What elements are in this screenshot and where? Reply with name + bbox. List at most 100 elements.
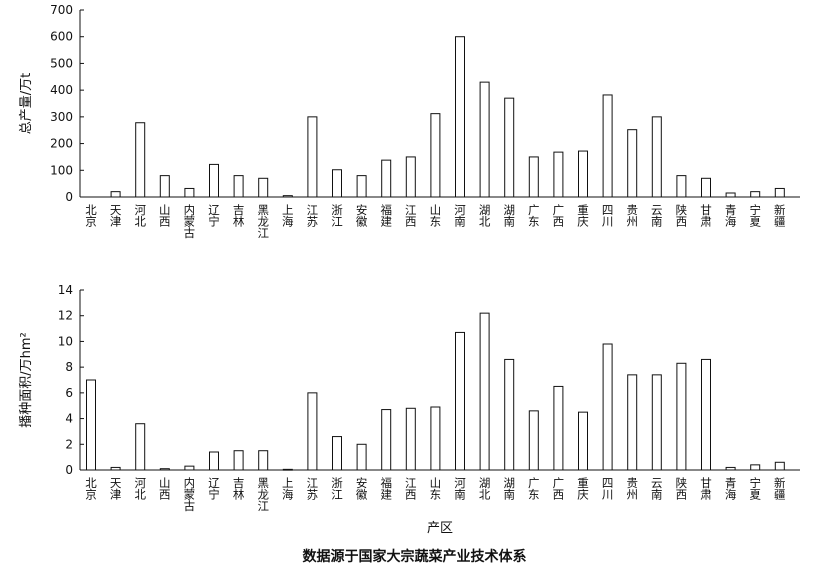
x-category-label: 河南 xyxy=(453,204,467,227)
x-category-label: 江苏 xyxy=(305,477,319,501)
bar-四川 xyxy=(602,343,613,471)
x-category-label: 吉林 xyxy=(232,204,246,227)
bar-甘肃 xyxy=(701,358,711,471)
x-category-label: 湖北 xyxy=(478,476,492,500)
bar-云南 xyxy=(651,374,662,471)
bar-吉林 xyxy=(233,450,244,471)
x-category-label: 四川 xyxy=(601,477,615,500)
bar-广西 xyxy=(553,385,564,471)
bar-福建 xyxy=(381,159,392,198)
bar-宁夏 xyxy=(750,191,761,198)
x-category-label: 新疆 xyxy=(773,476,787,500)
bar-湖南 xyxy=(504,358,515,471)
bar-新疆 xyxy=(774,461,785,471)
y-tick-label: 0 xyxy=(65,463,73,477)
x-category-label: 天津 xyxy=(109,204,123,227)
bar-陕西 xyxy=(676,362,687,471)
bar-辽宁 xyxy=(209,451,219,471)
x-category-label: 辽宁 xyxy=(207,477,221,500)
x-category-label: 重庆 xyxy=(576,203,590,228)
x-category-label: 山西 xyxy=(158,204,172,227)
bar-浙江 xyxy=(332,436,342,471)
bar-湖南 xyxy=(504,97,515,198)
bar-湖北 xyxy=(479,81,490,198)
bar-山西 xyxy=(159,468,170,471)
bar-吉林 xyxy=(233,175,244,198)
x-category-label: 江西 xyxy=(404,204,418,227)
x-category-label: 重庆 xyxy=(576,476,590,501)
bar-山东 xyxy=(430,113,441,198)
x-category-label: 山东 xyxy=(428,477,442,500)
bar-内蒙古 xyxy=(184,465,195,471)
x-category-label: 福建 xyxy=(379,203,393,228)
x-category-label: 宁夏 xyxy=(748,476,762,500)
x-category-label: 四川 xyxy=(601,204,615,227)
bar-北京 xyxy=(86,379,96,471)
bar-贵州 xyxy=(627,374,638,471)
bar-河北 xyxy=(135,423,146,471)
x-category-label: 甘肃 xyxy=(699,204,713,228)
y-tick-label: 10 xyxy=(58,334,73,348)
x-category-label: 山西 xyxy=(158,477,172,500)
x-category-label: 贵州 xyxy=(625,477,639,500)
bar-重庆 xyxy=(578,150,588,198)
bar-河南 xyxy=(455,36,465,198)
x-category-label: 湖南 xyxy=(502,203,516,227)
x-category-label: 云南 xyxy=(650,204,664,227)
y-tick-label: 6 xyxy=(65,386,73,400)
bar-河北 xyxy=(135,122,146,198)
bar-天津 xyxy=(110,466,121,471)
figure-caption: 数据源于国家大宗蔬菜产业技术体系 xyxy=(302,549,527,565)
x-category-label: 北京 xyxy=(84,477,98,501)
x-category-label: 吉林 xyxy=(232,477,246,500)
x-category-label: 青海 xyxy=(724,204,738,228)
y-tick-label: 8 xyxy=(65,360,73,374)
y-tick-label: 400 xyxy=(50,83,73,97)
x-category-label: 黑龙江 xyxy=(256,477,270,512)
y-tick-label: 0 xyxy=(65,190,73,204)
bar-河南 xyxy=(455,331,465,471)
x-category-label: 广西 xyxy=(551,204,565,227)
bar-贵州 xyxy=(627,129,638,198)
y-tick-label: 12 xyxy=(58,309,73,323)
bar-福建 xyxy=(381,409,392,471)
y-axis-title: 播种面积/万hm² xyxy=(19,332,34,428)
bar-山东 xyxy=(430,406,441,471)
x-category-label: 陕西 xyxy=(674,476,688,500)
x-category-label: 浙江 xyxy=(330,204,344,227)
bar-黑龙江 xyxy=(258,450,269,471)
y-tick-label: 600 xyxy=(50,30,73,44)
bar-宁夏 xyxy=(750,464,761,471)
bar-广西 xyxy=(553,151,564,198)
x-category-label: 新疆 xyxy=(773,203,787,227)
x-category-label: 贵州 xyxy=(625,204,639,227)
bar-青海 xyxy=(725,466,736,471)
bar-浙江 xyxy=(332,169,342,198)
x-category-label: 黑龙江 xyxy=(256,204,270,239)
x-category-label: 上海 xyxy=(281,477,295,501)
x-category-label: 陕西 xyxy=(674,203,688,227)
bar-上海 xyxy=(282,195,293,198)
bar-黑龙江 xyxy=(258,177,269,198)
bar-江苏 xyxy=(307,116,318,198)
y-tick-label: 4 xyxy=(65,412,73,426)
y-tick-label: 300 xyxy=(50,110,73,124)
x-category-label: 河北 xyxy=(133,204,147,227)
x-category-label: 安徽 xyxy=(355,476,369,501)
x-category-label: 安徽 xyxy=(355,203,369,228)
x-category-label: 青海 xyxy=(724,477,738,501)
area-chart: 0 2 4 6 8 10 12 14 播种面积/万hm² 北京 天津 河北 山西 内蒙古 辽宁 吉林 黑龙江 上海… xyxy=(19,283,800,536)
x-category-label: 广东 xyxy=(527,477,541,500)
bar-江西 xyxy=(405,156,416,198)
x-category-label: 天津 xyxy=(109,477,123,500)
y-tick-label: 2 xyxy=(65,437,73,451)
x-category-label: 上海 xyxy=(281,204,295,228)
y-tick-label: 100 xyxy=(50,163,73,177)
bar-重庆 xyxy=(578,411,588,471)
bar-内蒙古 xyxy=(184,187,195,198)
x-category-label: 云南 xyxy=(650,477,664,500)
x-category-label: 广西 xyxy=(551,477,565,500)
bar-上海 xyxy=(282,468,293,471)
x-category-label: 河北 xyxy=(133,477,147,500)
